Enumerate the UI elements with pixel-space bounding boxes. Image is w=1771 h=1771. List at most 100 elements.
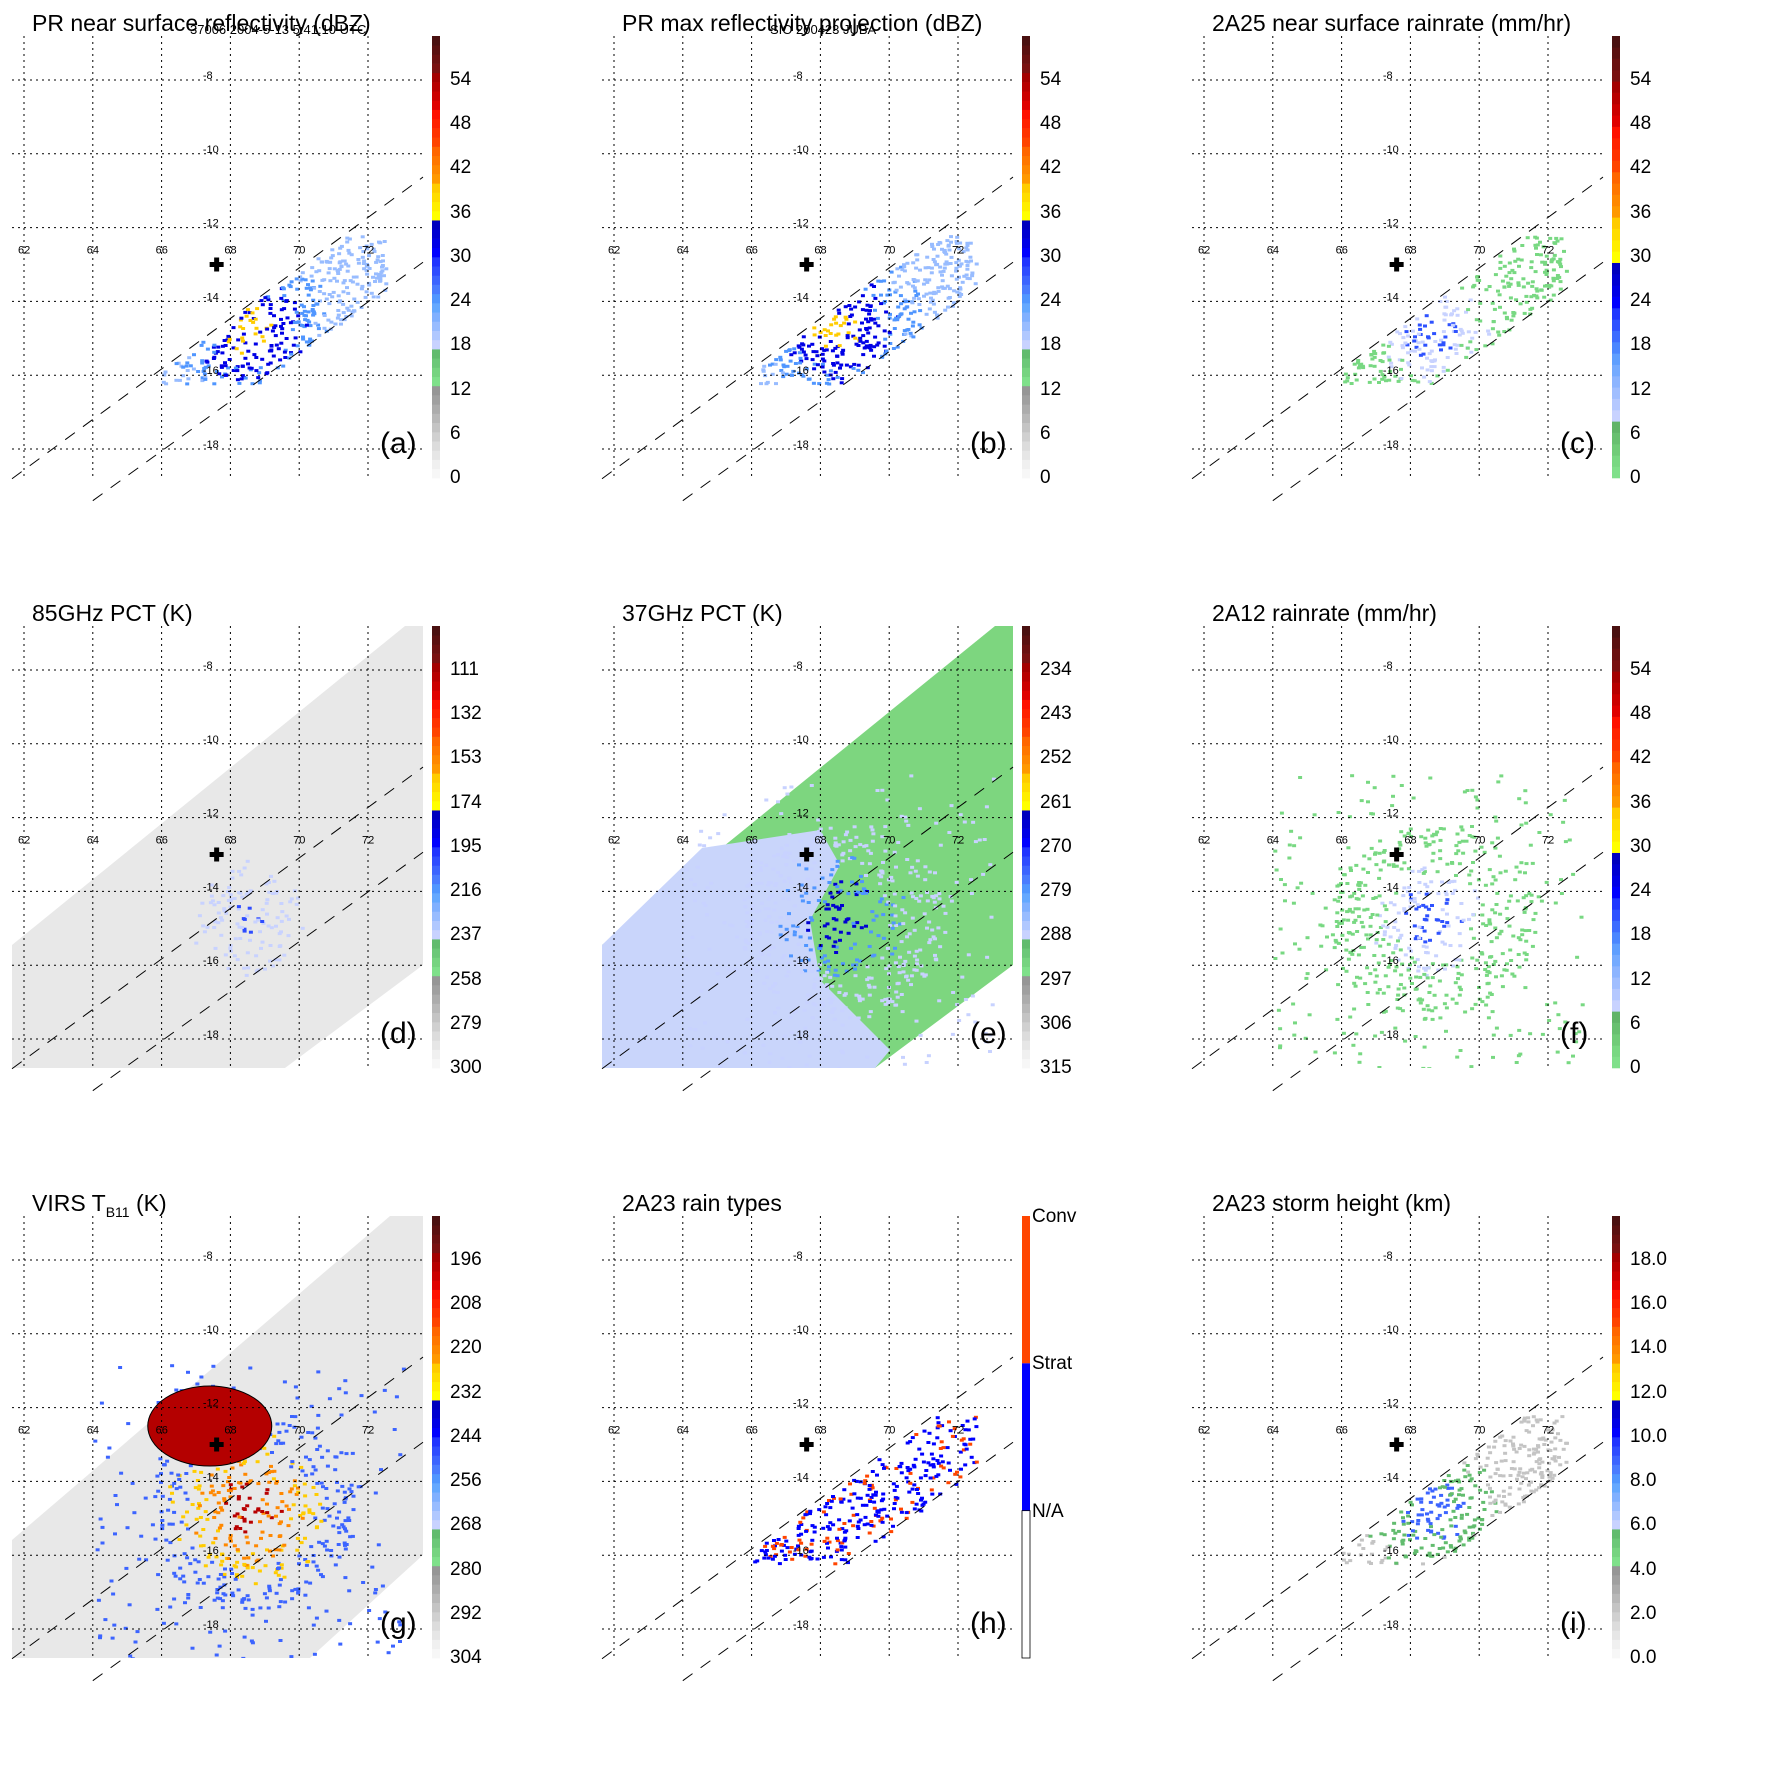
data-pixel (316, 1370, 321, 1374)
data-pixel (760, 952, 765, 956)
data-pixel (937, 1424, 942, 1428)
data-pixel (1548, 1471, 1553, 1475)
data-pixel (1398, 332, 1402, 336)
data-pixel (1372, 954, 1377, 957)
colorbar-segment (432, 754, 440, 765)
data-pixel (764, 798, 769, 802)
data-pixel (1460, 331, 1465, 335)
data-pixel (1490, 1010, 1495, 1014)
data-pixel (1421, 903, 1426, 907)
data-pixel (864, 317, 868, 321)
data-pixel (1402, 993, 1407, 997)
data-pixel (935, 1436, 940, 1440)
data-pixel (1386, 355, 1391, 359)
data-pixel (338, 299, 343, 303)
data-pixel (1464, 310, 1468, 314)
data-pixel (202, 930, 207, 934)
data-pixel (1562, 798, 1567, 802)
data-pixel (1417, 881, 1422, 884)
data-pixel (1399, 867, 1404, 871)
data-pixel (185, 361, 190, 365)
data-pixel (1466, 308, 1471, 312)
data-pixel (349, 304, 354, 308)
data-pixel (1542, 295, 1547, 299)
colorbar-segment (1612, 36, 1620, 48)
data-pixel (220, 344, 225, 348)
colorbar-segment (432, 284, 440, 295)
data-pixel (1440, 1485, 1445, 1489)
data-pixel (839, 1545, 844, 1549)
data-pixel (1365, 1534, 1370, 1538)
data-pixel (722, 921, 727, 925)
data-pixel (334, 1455, 339, 1459)
data-pixel (1291, 1002, 1296, 1006)
data-pixel (236, 1588, 241, 1592)
data-pixel (1418, 1001, 1423, 1005)
data-pixel (394, 1395, 399, 1399)
data-pixel (262, 1446, 267, 1450)
data-pixel (295, 287, 300, 291)
data-pixel (779, 812, 784, 816)
data-pixel (1396, 987, 1401, 991)
data-pixel (787, 833, 792, 836)
data-pixel (313, 1468, 318, 1472)
data-pixel (248, 1520, 253, 1524)
data-pixel (1498, 1474, 1503, 1478)
data-pixel (760, 901, 764, 905)
data-pixel (1425, 914, 1430, 918)
colorbar (432, 1216, 440, 1659)
data-pixel (919, 1498, 923, 1502)
data-pixel (156, 1573, 161, 1577)
data-pixel (817, 382, 822, 386)
data-pixel (886, 997, 891, 1001)
data-pixel (880, 956, 885, 960)
data-pixel (1484, 288, 1489, 292)
data-pixel (751, 918, 756, 922)
data-pixel (812, 886, 817, 890)
data-pixel (778, 358, 783, 362)
data-pixel (243, 341, 248, 345)
colorbar-segment (432, 395, 440, 405)
data-pixel (1510, 972, 1515, 976)
data-pixel (860, 880, 864, 884)
data-pixel (764, 863, 769, 867)
colorbar-tick-label: 36 (1630, 791, 1652, 813)
data-pixel (209, 1473, 214, 1477)
data-pixel (311, 1486, 316, 1489)
data-pixel (197, 1484, 202, 1488)
data-pixel (373, 280, 377, 283)
data-pixel (185, 382, 190, 386)
data-pixel (1453, 325, 1458, 329)
data-pixel (1513, 878, 1518, 882)
data-pixel (216, 1511, 221, 1515)
panel-title: 2A23 rain types (622, 1190, 782, 1217)
lon-tick-label: 72 (362, 244, 374, 256)
swath-edge-lower (682, 261, 1014, 502)
data-pixel (716, 832, 721, 836)
data-pixel (1369, 1552, 1374, 1556)
data-pixel (1365, 966, 1370, 970)
data-pixel (1412, 960, 1417, 964)
data-pixel (1291, 901, 1296, 905)
data-pixel (1418, 353, 1423, 357)
data-pixel (899, 265, 904, 269)
data-pixel (1558, 287, 1563, 291)
data-pixel (338, 1642, 343, 1646)
data-pixel (242, 929, 247, 933)
data-pixel (242, 1556, 247, 1560)
colorbar-tick-label: 10.0 (1630, 1425, 1667, 1447)
plus-icon (799, 847, 814, 862)
data-pixel (158, 1457, 163, 1461)
data-pixel (838, 938, 842, 942)
data-pixel (1459, 329, 1464, 333)
data-pixel (295, 1536, 300, 1540)
data-pixel (1557, 1455, 1561, 1459)
colorbar-segment (432, 635, 440, 645)
data-pixel (261, 1511, 266, 1515)
data-pixel (891, 281, 896, 285)
data-pixel (1491, 1033, 1496, 1037)
data-pixel (343, 1519, 348, 1523)
data-pixel (751, 966, 755, 970)
data-pixel (232, 897, 237, 900)
data-pixel (854, 993, 859, 997)
